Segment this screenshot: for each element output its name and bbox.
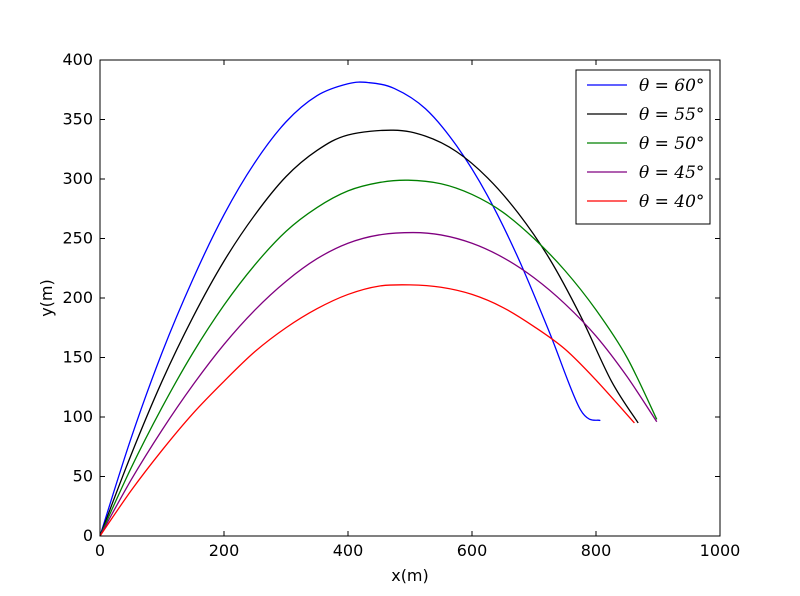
x-tick-label-2: 400 <box>333 541 364 560</box>
legend-label-3: θ = 45° <box>639 163 704 183</box>
y-tick-label-6: 300 <box>62 169 93 188</box>
x-tick-label-4: 800 <box>581 541 612 560</box>
legend-label-1: θ = 55° <box>639 105 704 125</box>
x-axis-label: x(m) <box>391 566 429 585</box>
y-tick-label-3: 150 <box>62 348 93 367</box>
y-tick-label-5: 250 <box>62 229 93 248</box>
legend-label-4: θ = 40° <box>639 192 704 212</box>
y-tick-label-1: 50 <box>73 467 93 486</box>
y-tick-label-0: 0 <box>83 526 93 545</box>
legend-label-2: θ = 50° <box>639 134 704 154</box>
axis-ticks: 0 200 400 600 800 1000 0 50 100 150 200 250 300 350 40… <box>62 50 740 560</box>
y-tick-label-2: 100 <box>62 407 93 426</box>
legend: θ = 60° θ = 55° θ = 50° θ = 45° θ = 40° <box>575 69 711 225</box>
series-line-3 <box>99 231 658 537</box>
series-line-2 <box>99 179 658 537</box>
x-tick-label-5: 1000 <box>700 541 741 560</box>
x-tick-label-3: 600 <box>457 541 488 560</box>
x-tick-label-0: 0 <box>95 541 105 560</box>
y-tick-label-4: 200 <box>62 288 93 307</box>
y-axis-label: y(m) <box>37 279 56 317</box>
legend-label-0: θ = 60° <box>639 76 704 96</box>
legend-box <box>575 69 711 225</box>
series-line-0 <box>99 81 601 537</box>
x-tick-label-1: 200 <box>209 541 240 560</box>
series-lines <box>99 81 658 537</box>
series-line-4 <box>99 284 635 537</box>
y-tick-label-7: 350 <box>62 110 93 129</box>
series-line-1 <box>99 129 639 537</box>
y-tick-label-8: 400 <box>62 50 93 69</box>
